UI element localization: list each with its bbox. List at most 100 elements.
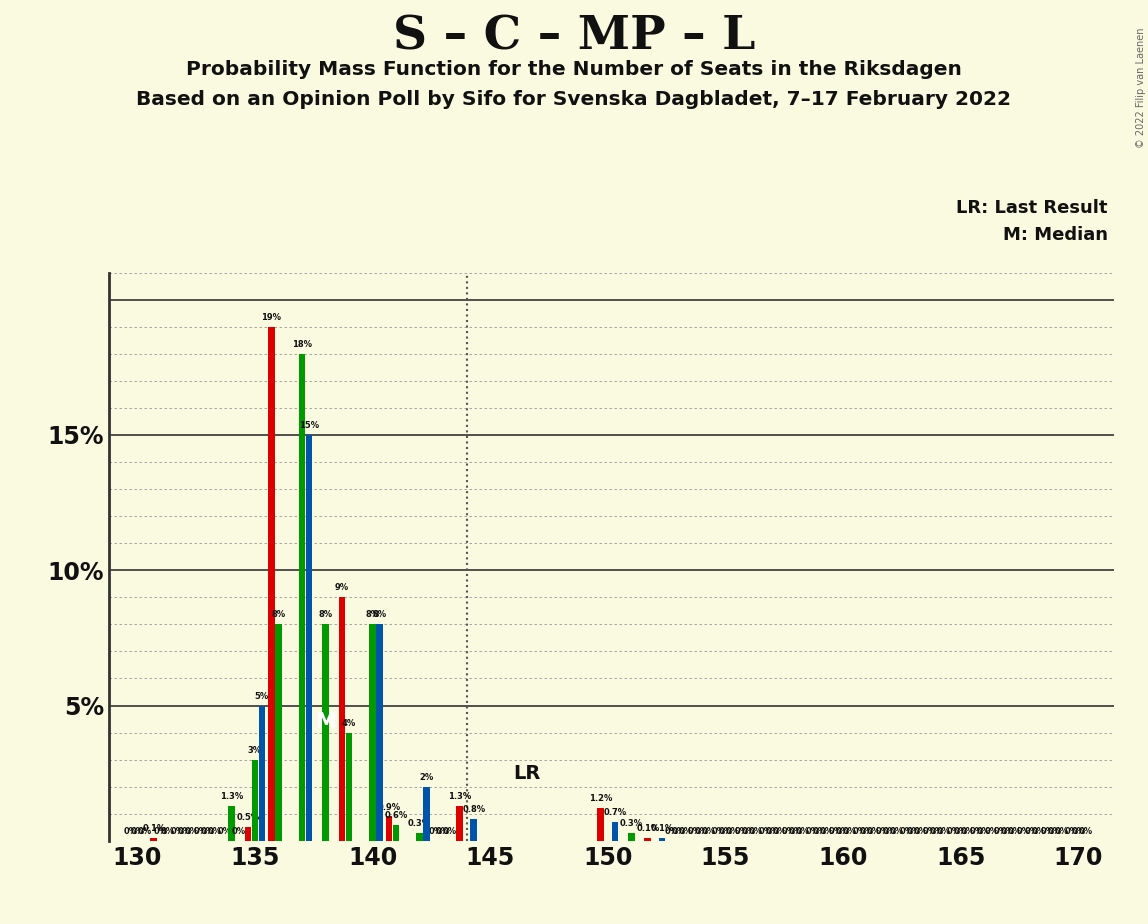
Text: 8%: 8%: [365, 611, 380, 619]
Text: S – C – MP – L: S – C – MP – L: [393, 14, 755, 60]
Text: 0%: 0%: [1017, 827, 1031, 836]
Bar: [323, 625, 328, 841]
Text: M: Median: M: Median: [1003, 226, 1108, 244]
Text: 0%: 0%: [678, 827, 692, 836]
Text: 0%: 0%: [1078, 827, 1093, 836]
Text: 0%: 0%: [701, 827, 716, 836]
Bar: [424, 786, 430, 841]
Text: 0%: 0%: [977, 827, 991, 836]
Text: 0%: 0%: [735, 827, 748, 836]
Text: 0.5%: 0.5%: [236, 813, 259, 822]
Text: 0%: 0%: [185, 827, 199, 836]
Text: 1.3%: 1.3%: [448, 792, 471, 801]
Text: 0%: 0%: [1064, 827, 1078, 836]
Text: 0%: 0%: [867, 827, 881, 836]
Text: M: M: [315, 711, 336, 732]
Text: 0%: 0%: [1055, 827, 1069, 836]
Text: 0%: 0%: [665, 827, 678, 836]
Text: 0%: 0%: [954, 827, 968, 836]
Text: 8%: 8%: [271, 611, 286, 619]
Text: 0%: 0%: [742, 827, 757, 836]
Text: 0%: 0%: [782, 827, 796, 836]
Text: 0%: 0%: [806, 827, 820, 836]
Bar: [228, 806, 234, 841]
Text: 18%: 18%: [292, 340, 312, 349]
Text: 0.3%: 0.3%: [408, 819, 432, 828]
Text: 19%: 19%: [262, 313, 281, 322]
Text: 1.2%: 1.2%: [589, 795, 612, 804]
Text: 0%: 0%: [123, 827, 138, 836]
Bar: [471, 820, 478, 841]
Text: 15%: 15%: [298, 421, 319, 430]
Text: 8%: 8%: [318, 611, 333, 619]
Text: 0.8%: 0.8%: [463, 806, 486, 814]
Bar: [245, 827, 251, 841]
Text: 0%: 0%: [208, 827, 222, 836]
Text: © 2022 Filip van Laenen: © 2022 Filip van Laenen: [1135, 28, 1146, 148]
Bar: [393, 824, 400, 841]
Text: 0%: 0%: [766, 827, 779, 836]
Text: 0%: 0%: [688, 827, 701, 836]
Text: 0%: 0%: [813, 827, 827, 836]
Text: 0%: 0%: [759, 827, 773, 836]
Text: 0%: 0%: [937, 827, 952, 836]
Bar: [628, 833, 635, 841]
Text: 0%: 0%: [829, 827, 843, 836]
Text: 0%: 0%: [443, 827, 457, 836]
Text: 4%: 4%: [342, 719, 356, 728]
Text: 5%: 5%: [255, 692, 269, 700]
Text: 0%: 0%: [1001, 827, 1015, 836]
Text: 0%: 0%: [843, 827, 858, 836]
Text: 0%: 0%: [130, 827, 145, 836]
Text: 2%: 2%: [419, 772, 434, 782]
Text: 0%: 0%: [993, 827, 1008, 836]
Text: 1.3%: 1.3%: [219, 792, 243, 801]
Text: 0%: 0%: [1031, 827, 1046, 836]
Text: 0%: 0%: [177, 827, 192, 836]
Text: 0%: 0%: [947, 827, 961, 836]
Text: 0%: 0%: [836, 827, 850, 836]
Text: 0%: 0%: [1008, 827, 1022, 836]
Bar: [386, 817, 393, 841]
Text: LR: Last Result: LR: Last Result: [956, 199, 1108, 216]
Text: 0%: 0%: [773, 827, 786, 836]
Text: 0%: 0%: [138, 827, 152, 836]
Text: 0%: 0%: [890, 827, 905, 836]
Text: 0%: 0%: [961, 827, 975, 836]
Text: 0%: 0%: [860, 827, 874, 836]
Bar: [276, 625, 281, 841]
Text: 0%: 0%: [748, 827, 763, 836]
Text: Based on an Opinion Poll by Sifo for Svenska Dagbladet, 7–17 February 2022: Based on an Opinion Poll by Sifo for Sve…: [137, 90, 1011, 109]
Text: 0%: 0%: [194, 827, 208, 836]
Text: 0%: 0%: [914, 827, 928, 836]
Bar: [370, 625, 375, 841]
Text: LR: LR: [513, 764, 541, 783]
Bar: [267, 327, 274, 841]
Text: 0%: 0%: [900, 827, 914, 836]
Text: 0%: 0%: [436, 827, 450, 836]
Text: 0.9%: 0.9%: [378, 803, 401, 811]
Bar: [597, 808, 604, 841]
Text: 0.6%: 0.6%: [385, 810, 408, 820]
Text: 0%: 0%: [154, 827, 168, 836]
Text: 0.1%: 0.1%: [142, 824, 165, 833]
Text: 0%: 0%: [672, 827, 685, 836]
Bar: [659, 838, 665, 841]
Text: 0%: 0%: [217, 827, 232, 836]
Bar: [305, 435, 312, 841]
Bar: [339, 597, 346, 841]
Text: 0%: 0%: [429, 827, 443, 836]
Text: 0%: 0%: [820, 827, 833, 836]
Text: 8%: 8%: [373, 611, 387, 619]
Text: 0%: 0%: [719, 827, 732, 836]
Text: 0%: 0%: [201, 827, 215, 836]
Text: 0%: 0%: [970, 827, 984, 836]
Text: 0%: 0%: [1071, 827, 1085, 836]
Text: 0.1%: 0.1%: [636, 824, 659, 833]
Bar: [644, 838, 651, 841]
Text: 0.7%: 0.7%: [604, 808, 627, 817]
Text: 0%: 0%: [796, 827, 810, 836]
Text: 3%: 3%: [248, 746, 262, 755]
Bar: [377, 625, 383, 841]
Text: 0%: 0%: [726, 827, 739, 836]
